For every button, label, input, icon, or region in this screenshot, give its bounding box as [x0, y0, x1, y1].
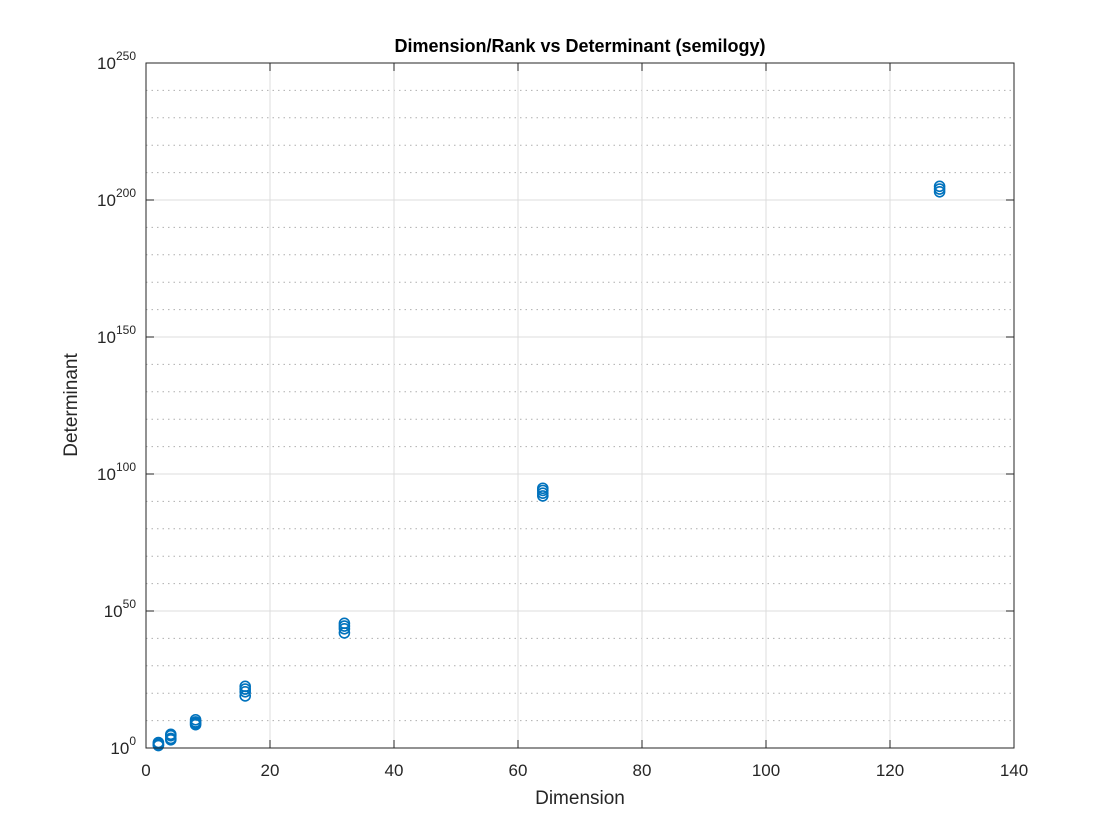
- y-tick-base: 10: [97, 191, 116, 210]
- y-axis-label: Determinant: [61, 353, 82, 457]
- y-tick-label: 100: [110, 734, 136, 758]
- y-tick-exponent: 200: [116, 186, 136, 200]
- x-tick-label: 120: [876, 761, 904, 780]
- x-tick-label: 140: [1000, 761, 1028, 780]
- y-tick-label: 10250: [97, 49, 136, 73]
- axes-box: [145, 62, 1015, 749]
- y-tick-label: 10100: [97, 460, 136, 484]
- data-point: [189, 713, 202, 726]
- y-tick-base: 10: [110, 739, 129, 758]
- chart-title: Dimension/Rank vs Determinant (semilogy): [394, 36, 765, 56]
- y-tick-base: 10: [104, 602, 123, 621]
- data-point: [338, 617, 351, 630]
- y-tick-exponent: 100: [116, 460, 136, 474]
- y-tick-exponent: 0: [129, 734, 136, 748]
- y-tick-exponent: 250: [116, 49, 136, 63]
- data-point: [152, 738, 165, 751]
- y-tick-base: 10: [97, 465, 116, 484]
- x-tick-label: 80: [633, 761, 652, 780]
- x-tick-label: 20: [261, 761, 280, 780]
- x-tick-label: 0: [141, 761, 150, 780]
- y-tick-base: 10: [97, 328, 116, 347]
- x-tick-label: 40: [385, 761, 404, 780]
- x-axis-label: Dimension: [535, 788, 625, 809]
- x-tick-labels: 0 20 40 60 80 100 120 140: [141, 761, 1028, 780]
- major-grid: [146, 63, 1014, 748]
- data-point: [239, 680, 251, 693]
- plot-area: [146, 63, 1014, 748]
- data-point: [189, 717, 202, 730]
- data-point: [536, 482, 549, 495]
- tick-marks: [145, 62, 1015, 749]
- data-point: [165, 728, 177, 741]
- x-tick-label: 100: [752, 761, 780, 780]
- y-tick-exponent: 150: [116, 323, 136, 337]
- y-tick-label: 10150: [97, 323, 136, 347]
- data-point: [933, 180, 946, 193]
- y-tick-label: 1050: [104, 597, 137, 621]
- x-tick-label: 60: [509, 761, 528, 780]
- y-tick-exponent: 50: [123, 597, 137, 611]
- data-point: [165, 733, 177, 746]
- y-tick-base: 10: [97, 54, 116, 73]
- y-tick-label: 10200: [97, 186, 136, 210]
